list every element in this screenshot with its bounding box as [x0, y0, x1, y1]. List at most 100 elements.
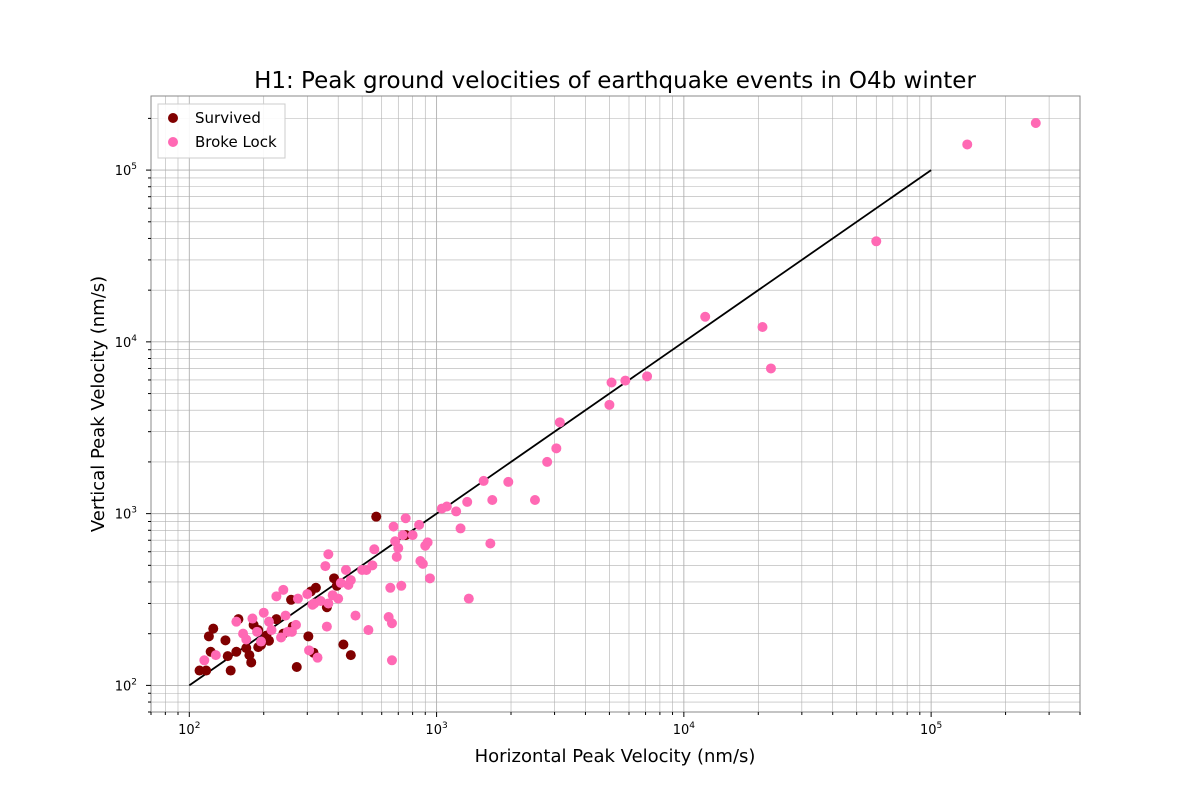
point-broke-lock [320, 561, 331, 572]
point-broke-lock [321, 621, 332, 632]
plot-frame [150, 95, 1081, 713]
point-broke-lock [642, 371, 653, 382]
point-survived [263, 635, 274, 646]
y-axis-label: Vertical Peak Velocity (nm/s) [88, 276, 109, 532]
y-tick-label: 103 [115, 506, 137, 523]
point-survived [345, 650, 356, 661]
point-broke-lock [400, 513, 411, 524]
point-survived [338, 639, 349, 650]
point-broke-lock [323, 598, 334, 609]
point-broke-lock [487, 495, 498, 506]
point-broke-lock [542, 456, 553, 467]
point-survived [220, 635, 231, 646]
point-broke-lock [388, 521, 399, 532]
point-broke-lock [266, 625, 277, 636]
point-broke-lock [256, 636, 267, 647]
x-tick-label: 102 [178, 721, 200, 738]
point-broke-lock [340, 564, 351, 575]
axis-ticks [146, 117, 1081, 717]
point-broke-lock [315, 595, 326, 606]
point-survived [371, 511, 382, 522]
point-survived [303, 631, 314, 642]
x-tick-label: 105 [920, 721, 942, 738]
point-broke-lock [258, 607, 269, 618]
point-broke-lock [451, 506, 462, 517]
point-broke-lock [363, 625, 374, 636]
point-broke-lock [278, 584, 289, 595]
point-broke-lock [485, 538, 496, 549]
point-broke-lock [396, 580, 407, 591]
point-broke-lock [529, 495, 540, 506]
point-broke-lock [407, 530, 418, 541]
point-broke-lock [463, 593, 474, 604]
point-broke-lock [391, 551, 402, 562]
legend-marker-broke-lock [168, 137, 178, 147]
point-broke-lock [422, 537, 433, 548]
point-survived [225, 665, 236, 676]
point-broke-lock [604, 399, 615, 410]
point-broke-lock [252, 626, 263, 637]
point-broke-lock [441, 501, 452, 512]
y-tick-label: 104 [115, 334, 138, 351]
y-tick-label: 105 [115, 162, 137, 179]
point-broke-lock [478, 475, 489, 486]
point-broke-lock [276, 632, 287, 643]
point-broke-lock [333, 593, 344, 604]
major-gridlines [151, 96, 1080, 712]
point-broke-lock [292, 593, 303, 604]
plot-area [151, 96, 1080, 712]
legend-label-survived: Survived [195, 109, 261, 127]
point-broke-lock [290, 619, 301, 630]
point-survived [231, 646, 242, 657]
point-broke-lock [312, 652, 323, 663]
point-broke-lock [551, 443, 562, 454]
legend-label-broke-lock: Broke Lock [195, 133, 277, 151]
point-broke-lock [335, 577, 346, 588]
x-tick-label: 103 [425, 721, 447, 738]
data-points [194, 118, 1041, 676]
point-survived [222, 651, 233, 662]
point-broke-lock [247, 613, 258, 624]
point-broke-lock [1030, 118, 1041, 129]
point-broke-lock [757, 322, 768, 333]
point-broke-lock [424, 573, 435, 584]
point-broke-lock [417, 558, 428, 569]
point-broke-lock [554, 417, 565, 428]
point-broke-lock [369, 544, 380, 555]
point-broke-lock [241, 634, 252, 645]
point-survived [246, 657, 257, 668]
point-broke-lock [231, 616, 242, 627]
point-broke-lock [271, 591, 282, 602]
point-broke-lock [386, 618, 397, 629]
point-broke-lock [393, 543, 404, 554]
x-axis-label: Horizontal Peak Velocity (nm/s) [475, 746, 756, 767]
point-broke-lock [350, 610, 361, 621]
point-broke-lock [304, 645, 315, 656]
point-broke-lock [367, 560, 378, 571]
point-broke-lock [210, 650, 221, 661]
point-survived [208, 623, 219, 634]
point-broke-lock [765, 363, 776, 374]
point-broke-lock [962, 139, 973, 150]
point-broke-lock [455, 523, 466, 534]
point-broke-lock [397, 530, 408, 541]
point-broke-lock [386, 655, 397, 666]
point-survived [310, 582, 321, 593]
point-broke-lock [263, 616, 274, 627]
point-broke-lock [414, 519, 425, 530]
point-survived [203, 631, 214, 642]
point-broke-lock [462, 496, 473, 507]
point-broke-lock [620, 375, 631, 386]
point-broke-lock [385, 582, 396, 593]
x-tick-label: 104 [673, 721, 696, 738]
legend: Survived Broke Lock [157, 103, 286, 159]
point-survived [201, 665, 212, 676]
point-survived [291, 661, 302, 672]
axis-tick-labels: 102 103 104 105 102 103 104 105 [115, 162, 943, 738]
point-broke-lock [199, 655, 210, 666]
point-broke-lock [700, 311, 711, 322]
point-broke-lock [606, 377, 617, 388]
point-broke-lock [302, 589, 313, 600]
